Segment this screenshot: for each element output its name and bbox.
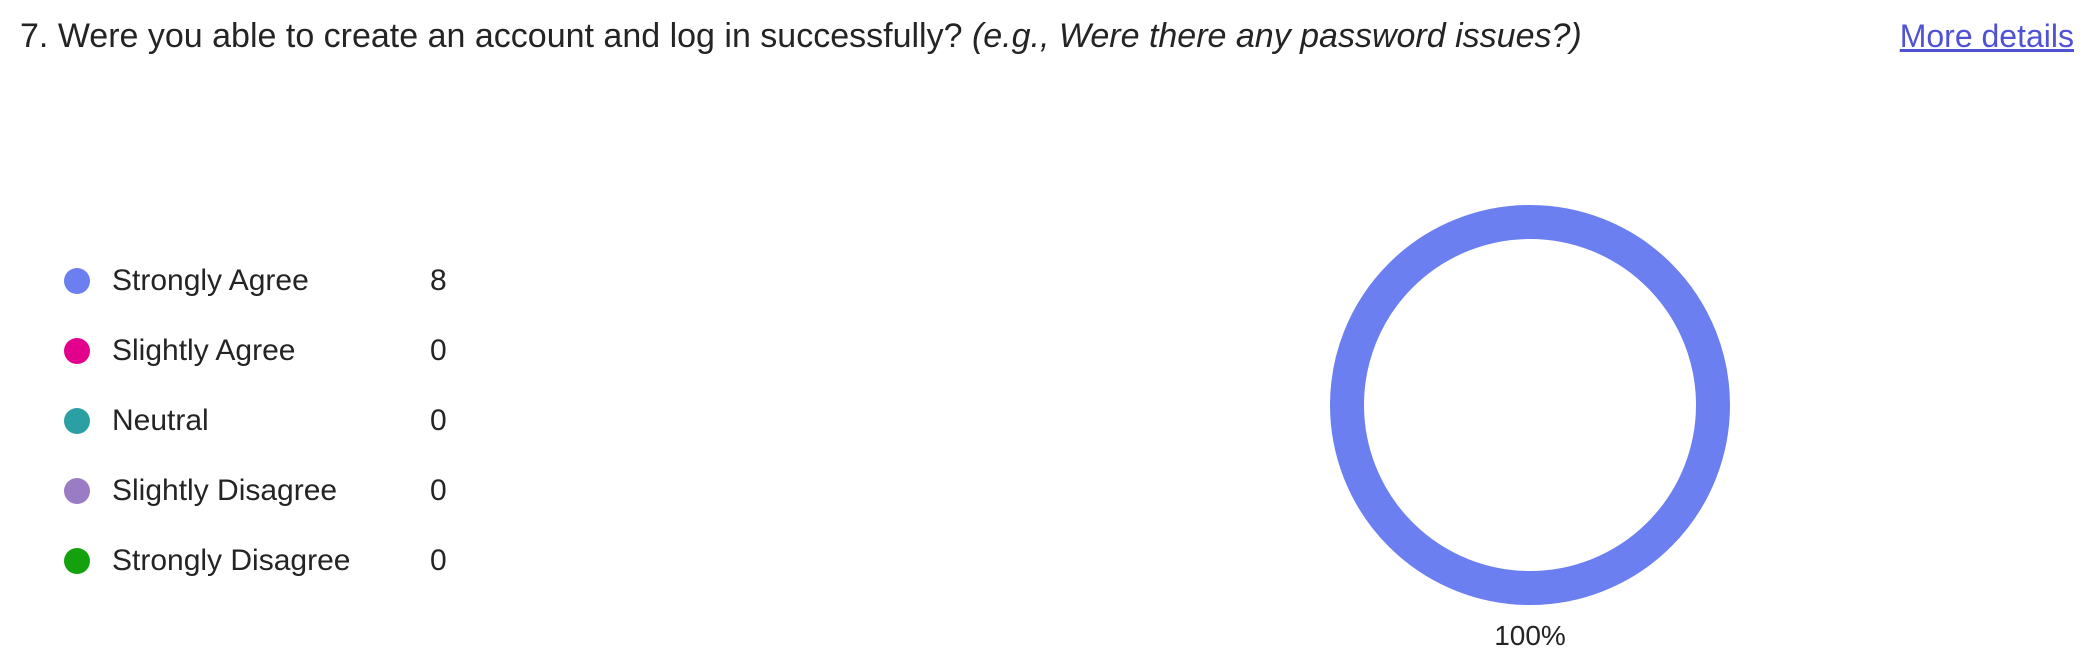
legend-count: 0 xyxy=(430,474,447,507)
legend-item: Slightly Disagree 0 xyxy=(64,456,470,526)
legend-label: Slightly Agree xyxy=(112,334,296,367)
question-text: Were you able to create an account and l… xyxy=(57,17,963,55)
legend-item: Neutral 0 xyxy=(64,386,470,456)
chart-legend: Strongly Agree 8 Slightly Agree 0 Neutra… xyxy=(64,246,470,596)
question-title: 7. Were you able to create an account an… xyxy=(20,14,1582,58)
question-hint: (e.g., Were there any password issues?) xyxy=(971,17,1582,55)
more-details-link[interactable]: More details xyxy=(1899,18,2074,54)
legend-marker xyxy=(64,338,90,364)
slice-percent-label: 100% xyxy=(1494,620,1566,651)
legend-marker xyxy=(64,478,90,504)
legend-item: Strongly Agree 8 xyxy=(64,246,470,316)
legend-count: 0 xyxy=(430,544,447,577)
legend-item: Slightly Agree 0 xyxy=(64,316,470,386)
legend-marker xyxy=(64,408,90,434)
legend-label: Slightly Disagree xyxy=(112,474,338,507)
legend-item: Strongly Disagree 0 xyxy=(64,526,470,596)
legend-count: 0 xyxy=(430,404,447,437)
legend-label: Neutral xyxy=(112,404,209,437)
legend-count: 0 xyxy=(430,334,447,367)
question-number: 7. xyxy=(20,17,49,55)
donut-chart: 100% xyxy=(1330,205,1730,651)
donut-slice-strongly-agree xyxy=(1330,205,1730,605)
legend-count: 8 xyxy=(430,264,447,297)
legend-label: Strongly Disagree xyxy=(112,544,351,577)
legend-marker xyxy=(64,548,90,574)
legend-label: Strongly Agree xyxy=(112,264,309,297)
legend-marker xyxy=(64,268,90,294)
